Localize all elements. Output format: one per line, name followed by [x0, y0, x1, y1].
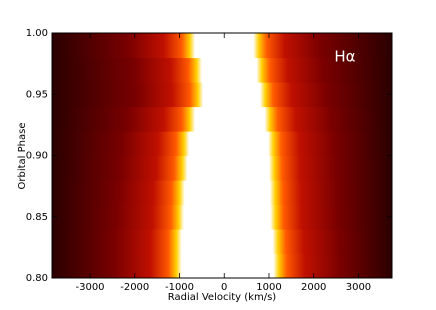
- y-tick-label: 0.80: [26, 273, 48, 284]
- y-tick-label: 1.00: [26, 28, 48, 39]
- x-tick-label: -1000: [165, 282, 194, 293]
- x-tick-label: 1000: [256, 282, 281, 293]
- spectrum-row: [52, 180, 392, 206]
- plot-area: [52, 33, 392, 278]
- x-tick-label: -2000: [120, 282, 149, 293]
- y-axis-label: Orbital Phase: [17, 123, 28, 190]
- x-axis-label: Radial Velocity (km/s): [168, 292, 276, 303]
- spectrum-row: [52, 82, 392, 108]
- y-tick-label: 0.90: [26, 151, 48, 162]
- spectrum-row: [52, 229, 392, 255]
- axes: -3000 -2000 -1000 0 1000 2000 3000 0.80 0.85 0.90…: [26, 28, 393, 293]
- spectrum-row: [52, 131, 392, 157]
- spectrum-row: [52, 253, 392, 278]
- x-tick-label: -3000: [75, 282, 104, 293]
- spectrum-row: [52, 33, 392, 59]
- spectrum-row: [52, 204, 392, 230]
- y-tick-label: 0.95: [26, 89, 48, 100]
- spectrum-row: [52, 106, 392, 132]
- x-tick-label: 2000: [301, 282, 326, 293]
- y-tick-label: 0.85: [26, 212, 48, 223]
- x-tick-label: 0: [221, 282, 227, 293]
- spectrum-row: [52, 57, 392, 83]
- x-tick-label: 3000: [346, 282, 371, 293]
- line-annotation: Hα: [334, 48, 355, 66]
- spectrum-row: [52, 155, 392, 181]
